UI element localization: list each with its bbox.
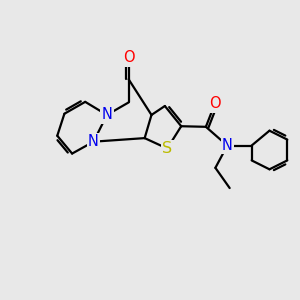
Text: O: O (209, 96, 220, 111)
Text: N: N (88, 134, 99, 149)
Text: S: S (162, 141, 172, 156)
Text: O: O (123, 50, 134, 65)
Text: N: N (222, 138, 233, 153)
Text: N: N (101, 107, 112, 122)
